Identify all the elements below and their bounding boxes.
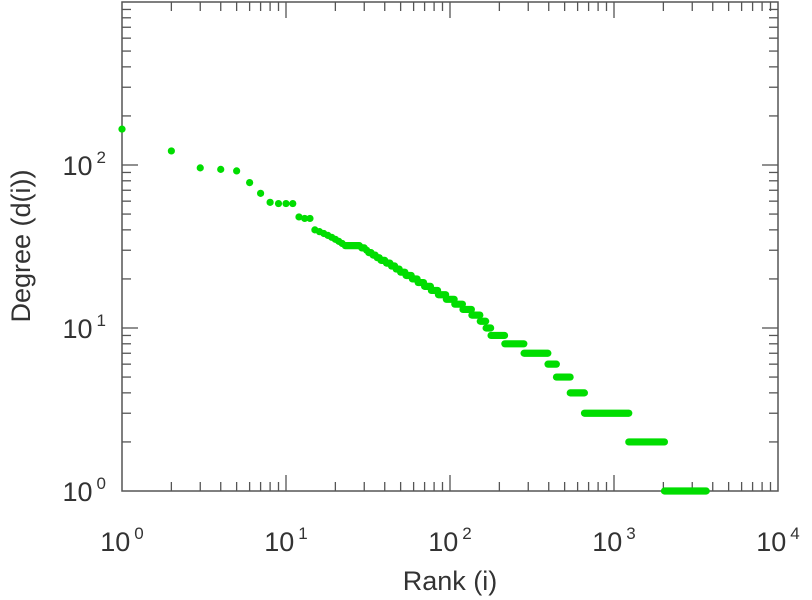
data-point [118,125,126,133]
y-axis-label: Degree (d(i)) [6,169,36,322]
tick-base: 10 [62,477,92,507]
data-point [217,165,225,173]
x-tick-labels: 10 0 10 1 10 2 10 3 10 4 [100,524,800,557]
data-point [233,167,241,175]
data-point [282,199,290,208]
tick-base: 10 [100,527,130,557]
data-marks [118,125,710,495]
tick-exponent: 4 [790,524,799,543]
tick-base: 10 [428,527,458,557]
plot-frame [121,1,779,492]
tick-exponent: 3 [626,524,635,543]
data-point [306,214,314,223]
y-tick-label: 10 1 [62,311,106,344]
tick-exponent: 2 [462,524,471,543]
data-point [256,189,265,197]
data-point [295,213,303,221]
tick-base: 10 [62,151,92,181]
data-point [266,198,274,206]
x-tick-label: 10 3 [592,524,636,557]
tick-exponent: 0 [97,474,106,493]
tick-exponent: 0 [134,524,143,543]
tick-exponent: 1 [97,311,106,330]
data-point [274,199,283,208]
x-tick-label: 10 2 [428,524,472,557]
data-point [167,147,175,155]
tick-base: 10 [592,527,622,557]
tick-base: 10 [264,527,294,557]
data-point [289,199,297,208]
y-tick-label: 10 2 [62,148,106,181]
axis-ticks [122,2,778,491]
y-tick-label: 10 0 [62,474,106,507]
tick-exponent: 1 [298,524,307,543]
data-point [301,214,309,223]
x-tick-label: 10 0 [100,524,144,557]
x-axis-label: Rank (i) [403,566,498,596]
tick-base: 10 [62,314,92,344]
data-point [196,164,204,172]
y-tick-labels: 10 0 10 1 10 2 [62,148,106,507]
data-point [246,178,254,187]
tick-base: 10 [756,527,786,557]
x-tick-label: 10 1 [264,524,308,557]
tick-exponent: 2 [97,148,106,167]
x-tick-label: 10 4 [756,524,800,557]
